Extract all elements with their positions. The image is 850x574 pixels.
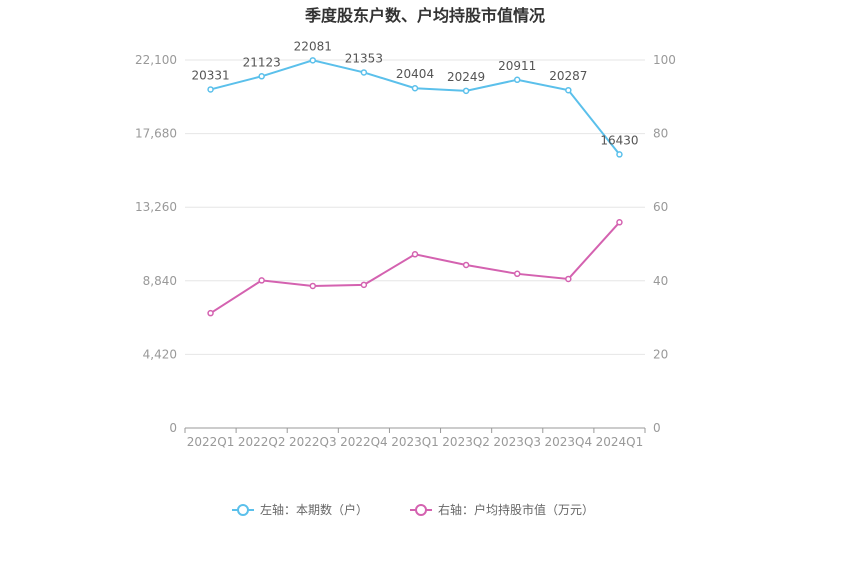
shareholder-count-data-label: 20911: [498, 59, 536, 73]
series-lines: [207, 57, 623, 317]
x-tick-label: 2023Q4: [545, 435, 593, 449]
right-tick-label: 60: [653, 200, 668, 214]
x-tick-label: 2022Q4: [340, 435, 388, 449]
shareholder-count-point: [309, 57, 317, 64]
left-tick-label: 8,840: [143, 274, 177, 288]
data-labels: 20331 21123 22081 21353 20404 20249 20911 20287…: [191, 39, 638, 147]
left-tick-label: 0: [169, 421, 177, 435]
legend-item-shareholder-count: 左轴：本期数（户）: [232, 502, 368, 517]
shareholder-count-point: [258, 73, 265, 80]
x-tick-label: 2024Q1: [596, 435, 644, 449]
avg-holding-value-point: [565, 275, 572, 283]
avg-holding-value-point: [462, 261, 470, 269]
x-axis: 2022Q1 2022Q2 2022Q3 2022Q4 2023Q1 2023Q2 2023…: [184, 427, 646, 449]
left-tick-label: 17,680: [135, 127, 177, 141]
grid-lines: [185, 59, 645, 355]
shareholder-count-data-label: 22081: [294, 39, 332, 53]
shareholder-count-data-label: 20249: [447, 70, 485, 84]
avg-holding-value-point: [360, 281, 368, 289]
x-tick-label: 2023Q2: [442, 435, 490, 449]
shareholder-count-point: [565, 86, 572, 94]
x-tick-label: 2023Q1: [391, 435, 439, 449]
avg-holding-value-point: [207, 309, 214, 317]
right-tick-label: 100: [653, 53, 676, 67]
legend-item-avg-holding-value: 右轴：户均持股市值（万元）: [410, 502, 594, 517]
legend: 左轴：本期数（户） 右轴：户均持股市值（万元）: [232, 502, 594, 517]
shareholder-count-data-label: 20331: [191, 68, 229, 82]
left-tick-label: 22,100: [135, 53, 177, 67]
right-tick-label: 80: [653, 127, 668, 141]
shareholder-count-point: [411, 84, 419, 92]
x-tick-label: 2023Q3: [493, 435, 541, 449]
x-tick-label: 2022Q3: [289, 435, 337, 449]
shareholder-count-data-label: 16430: [600, 133, 638, 147]
right-tick-label: 0: [653, 421, 661, 435]
avg-holding-value-point: [309, 282, 317, 290]
left-tick-label: 4,420: [143, 347, 177, 361]
x-tick-label: 2022Q1: [187, 435, 235, 449]
shareholder-count-point: [616, 151, 623, 158]
left-y-axis: 0 4,420 8,840 13,260 17,680 22,100: [135, 53, 177, 435]
shareholder-count-point: [360, 69, 368, 76]
chart-title: 季度股东户数、户均持股市值情况: [304, 6, 545, 25]
x-tick-label: 2022Q2: [238, 435, 286, 449]
legend-label: 左轴：本期数（户）: [260, 502, 368, 517]
avg-holding-value-point: [411, 251, 419, 258]
legend-label: 右轴：户均持股市值（万元）: [438, 502, 594, 517]
legend-marker-icon: [237, 504, 249, 516]
left-tick-label: 13,260: [135, 200, 177, 214]
shareholder-count-data-label: 20287: [549, 69, 587, 83]
shareholder-count-data-label: 21353: [345, 51, 383, 65]
shareholder-count-data-label: 20404: [396, 67, 434, 81]
shareholder-count-point: [513, 76, 521, 84]
avg-holding-value-line: [210, 221, 621, 315]
avg-holding-value-point: [258, 277, 265, 284]
avg-holding-value-point: [616, 219, 623, 226]
right-tick-label: 20: [653, 347, 668, 361]
shareholder-count-point: [462, 87, 470, 95]
shareholder-count-data-label: 21123: [243, 55, 281, 69]
right-y-axis: 0 20 40 60 80 100: [653, 53, 676, 435]
legend-marker-icon: [415, 504, 427, 516]
right-tick-label: 40: [653, 274, 668, 288]
avg-holding-value-point: [513, 270, 521, 278]
shareholder-count-point: [207, 86, 214, 93]
